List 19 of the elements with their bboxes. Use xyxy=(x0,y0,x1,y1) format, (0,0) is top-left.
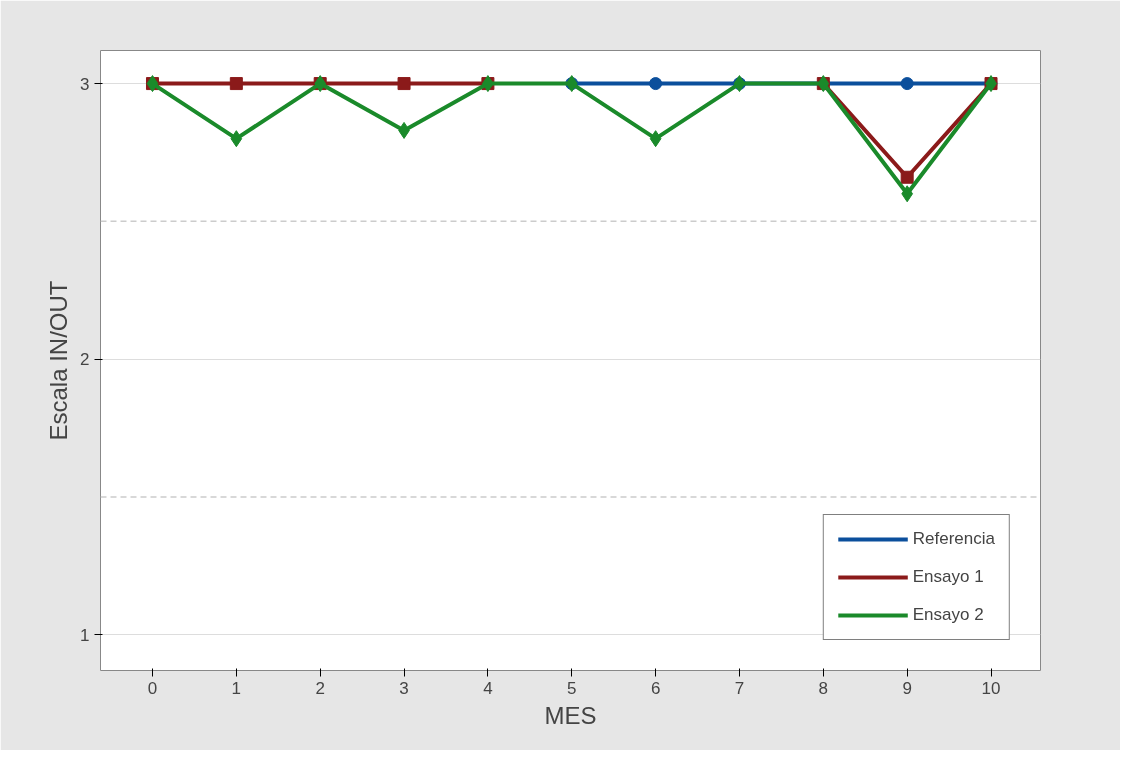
x-tick-label: 0 xyxy=(147,678,158,698)
y-axis-title: Escala IN/OUT xyxy=(45,280,73,441)
x-tick-label: 1 xyxy=(231,678,242,698)
legend-label: Ensayo 1 xyxy=(912,567,984,587)
x-tick-label: 4 xyxy=(483,678,493,698)
legend-label: Ensayo 2 xyxy=(912,605,984,625)
y-tick-label: 3 xyxy=(80,74,90,94)
x-tick-label: 8 xyxy=(818,678,829,698)
x-tick-label: 7 xyxy=(734,678,745,698)
y-tick-label: 1 xyxy=(80,625,90,645)
legend-label: Referencia xyxy=(912,529,995,549)
x-tick-label: 10 xyxy=(981,678,1001,698)
x-axis-title: MES xyxy=(544,701,597,729)
x-tick-label: 2 xyxy=(315,678,325,698)
x-tick-label: 5 xyxy=(567,678,577,698)
x-tick-label: 6 xyxy=(650,678,661,698)
x-tick-label: 9 xyxy=(902,678,912,698)
x-tick-label: 3 xyxy=(399,678,409,698)
y-tick-label: 2 xyxy=(80,350,90,370)
